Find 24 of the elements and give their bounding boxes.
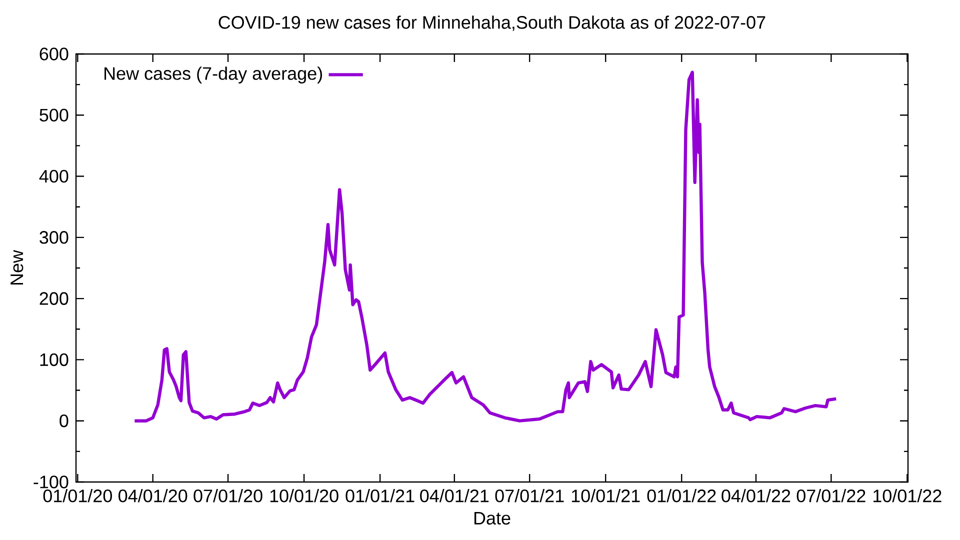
x-tick-label: 04/01/22 (722, 489, 790, 502)
y-tick-label: 0 (60, 414, 68, 428)
x-axis-title: Date (474, 512, 510, 525)
x-tick-label: 01/01/21 (346, 489, 414, 502)
x-tick-label: 01/01/20 (43, 489, 112, 502)
chart-title: COVID-19 new cases for Minnehaha,South Dakota as of 2022-07-07 (218, 16, 766, 31)
y-tick-label: 100 (40, 353, 68, 366)
y-tick-label: 200 (40, 292, 68, 305)
x-tick-label: 07/01/21 (495, 489, 564, 502)
y-tick-label: 600 (40, 48, 68, 60)
y-tick-label: -100 (34, 476, 68, 488)
legend-label: New cases (7-day average) (104, 66, 322, 84)
x-tick-label: 04/01/21 (420, 489, 489, 502)
x-tick-label: 07/01/22 (796, 489, 866, 502)
y-tick-label: 500 (40, 108, 68, 122)
x-tick-label: 10/01/22 (874, 489, 942, 502)
x-tick-label: 10/01/21 (572, 489, 640, 502)
x-tick-label: 04/01/20 (118, 489, 188, 502)
x-tick-label: 10/01/20 (270, 489, 338, 502)
x-tick-label: 01/01/22 (647, 489, 716, 502)
y-tick-label: 400 (39, 170, 68, 183)
x-tick-label: 07/01/20 (194, 489, 262, 502)
y-tick-label: 300 (40, 231, 68, 244)
y-axis-title: New (10, 250, 24, 285)
